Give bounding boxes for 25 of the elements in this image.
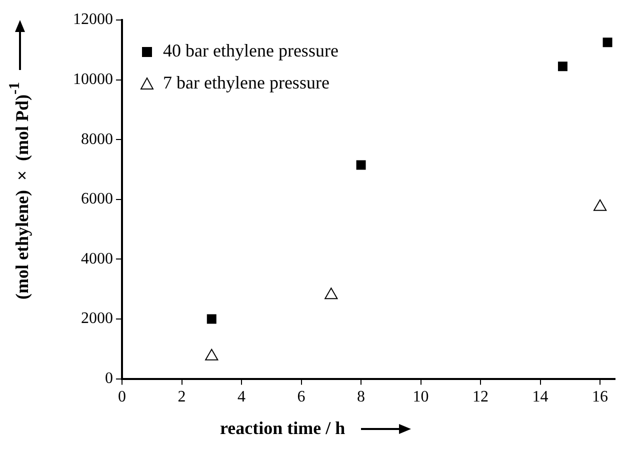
x-tick-label: 10 [412, 388, 429, 406]
x-tick-label: 16 [592, 388, 608, 406]
x-tick-label: 14 [532, 388, 548, 406]
point [558, 62, 568, 72]
point [356, 160, 366, 170]
y-tick-label: 8000 [81, 130, 113, 148]
y-tick-label: 10000 [73, 71, 113, 88]
y-tick-label: 4000 [81, 250, 113, 268]
point [324, 288, 338, 300]
x-tick-label: 8 [357, 388, 366, 406]
y-tick-label: 0 [105, 370, 113, 388]
y-tick-label: 6000 [81, 190, 113, 208]
legend-label: 40 bar ethylene pressure [163, 40, 338, 61]
x-tick-label: 6 [297, 388, 306, 406]
point [205, 348, 218, 360]
x-tick-label: 0 [118, 388, 126, 406]
x-tick-label: 2 [178, 388, 186, 406]
point [602, 38, 612, 48]
y-tick-label: 12000 [73, 11, 113, 28]
point [594, 199, 607, 211]
y-tick-label: 2000 [81, 310, 113, 328]
legend-label: 7 bar ethylene pressure [163, 72, 330, 93]
x-axis-title: reaction time / h [220, 418, 346, 439]
x-tick-label: 4 [238, 388, 246, 406]
x-tick-label: 12 [472, 388, 489, 406]
